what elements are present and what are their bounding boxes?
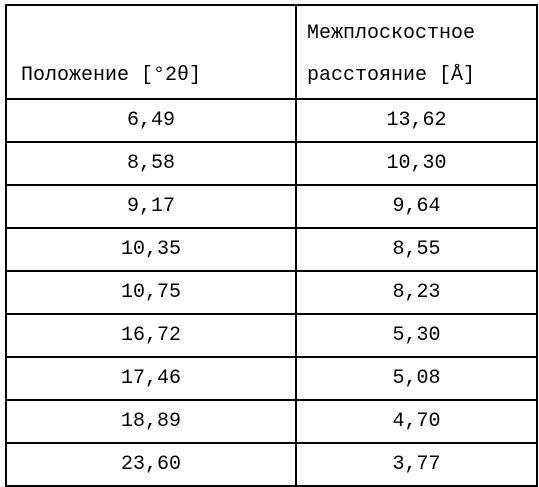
cell-position: 17,46 (5, 356, 297, 401)
header-row: Положение [°2θ] Межплоскостное расстояни… (5, 4, 538, 100)
table-row: 23,60 3,77 (5, 442, 538, 487)
cell-spacing: 3,77 (295, 442, 538, 487)
header-position-label: Положение [°2θ] (21, 64, 202, 87)
table-row: 8,58 10,30 (5, 141, 538, 186)
table-header: Положение [°2θ] Межплоскостное расстояни… (5, 4, 538, 100)
header-spacing-line2: расстояние [Å] (307, 64, 476, 87)
cell-spacing: 4,70 (295, 399, 538, 444)
cell-position: 8,58 (5, 141, 297, 186)
cell-spacing: 10,30 (295, 141, 538, 186)
cell-position: 23,60 (5, 442, 297, 487)
cell-spacing: 9,64 (295, 184, 538, 229)
cell-position: 10,75 (5, 270, 297, 315)
header-position: Положение [°2θ] (5, 4, 297, 100)
cell-spacing: 13,62 (295, 98, 538, 143)
table-row: 10,35 8,55 (5, 227, 538, 272)
cell-position: 18,89 (5, 399, 297, 444)
header-spacing-line1: Межплоскостное (307, 22, 476, 45)
header-spacing: Межплоскостное расстояние [Å] (295, 4, 538, 100)
table-body: 6,49 13,62 8,58 10,30 9,17 9,64 10,35 8,… (5, 98, 538, 487)
table-row: 6,49 13,62 (5, 98, 538, 143)
cell-spacing: 5,30 (295, 313, 538, 358)
table-row: 17,46 5,08 (5, 356, 538, 401)
cell-position: 16,72 (5, 313, 297, 358)
cell-spacing: 8,23 (295, 270, 538, 315)
table-row: 16,72 5,30 (5, 313, 538, 358)
cell-spacing: 5,08 (295, 356, 538, 401)
xrd-peak-table-container: Положение [°2θ] Межплоскостное расстояни… (5, 4, 538, 487)
table-row: 10,75 8,23 (5, 270, 538, 315)
cell-position: 6,49 (5, 98, 297, 143)
table-row: 9,17 9,64 (5, 184, 538, 229)
xrd-peak-table: Положение [°2θ] Межплоскостное расстояни… (5, 4, 538, 487)
cell-position: 9,17 (5, 184, 297, 229)
cell-position: 10,35 (5, 227, 297, 272)
table-row: 18,89 4,70 (5, 399, 538, 444)
cell-spacing: 8,55 (295, 227, 538, 272)
